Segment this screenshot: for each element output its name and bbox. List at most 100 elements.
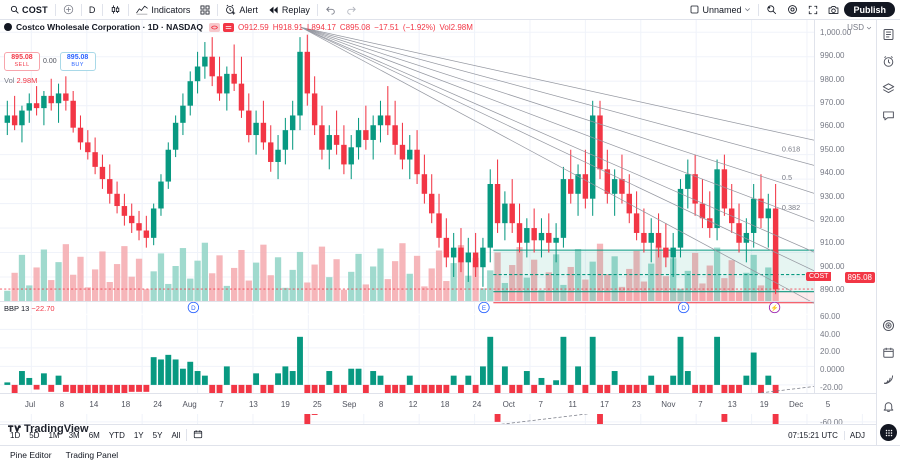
replay-button[interactable]: Replay bbox=[263, 2, 315, 18]
top-toolbar: COST D In bbox=[0, 0, 900, 20]
sell-button[interactable]: 895.08 SELL bbox=[4, 52, 40, 71]
range-button-1d[interactable]: 1D bbox=[10, 430, 21, 440]
svg-text:D: D bbox=[681, 305, 686, 312]
interval-selector[interactable]: D bbox=[88, 4, 96, 15]
publish-button[interactable]: Publish bbox=[844, 2, 895, 17]
range-button-6m[interactable]: 6M bbox=[88, 430, 100, 440]
camera-icon bbox=[828, 5, 839, 15]
alert-button[interactable]: Alert bbox=[220, 2, 263, 18]
time-axis-label: 19 bbox=[280, 400, 290, 409]
divider bbox=[128, 3, 130, 16]
time-axis-label: 17 bbox=[600, 400, 609, 409]
time-axis-label: 14 bbox=[89, 400, 99, 409]
price-axis-label: 900.00 bbox=[820, 261, 845, 271]
price-axis-label: 930.00 bbox=[820, 191, 845, 201]
calendar-range-icon bbox=[193, 429, 203, 439]
buy-price: 895.08 bbox=[66, 54, 89, 61]
settings-lines-icon[interactable] bbox=[223, 22, 235, 32]
redo-button[interactable] bbox=[341, 2, 362, 18]
grid-menu-icon[interactable] bbox=[880, 424, 897, 441]
price-axis-label: 960.00 bbox=[820, 121, 845, 131]
price-axis-label: 1,000.00 bbox=[820, 27, 852, 37]
chat-icon[interactable] bbox=[880, 106, 898, 124]
trading-panel-tab[interactable]: Trading Panel bbox=[65, 449, 119, 460]
layout-name: Unnamed bbox=[702, 4, 742, 15]
time-axis-label: 23 bbox=[632, 400, 641, 409]
alerts-clock-icon[interactable] bbox=[880, 52, 898, 70]
indicators-button[interactable]: Indicators bbox=[131, 2, 195, 18]
right-sidebar bbox=[876, 20, 900, 445]
buy-label: BUY bbox=[71, 61, 84, 68]
range-button-all[interactable]: All bbox=[171, 430, 181, 440]
pine-editor-tab[interactable]: Pine Editor bbox=[10, 449, 52, 460]
calendar-icon[interactable] bbox=[880, 343, 898, 361]
ohlc-change-pct: (−1.92%) bbox=[402, 22, 436, 32]
divider bbox=[758, 3, 760, 16]
time-axis-label: 18 bbox=[440, 400, 450, 409]
legend-controls[interactable] bbox=[209, 22, 235, 32]
time-axis-label: 13 bbox=[727, 400, 737, 409]
time-axis-label: 19 bbox=[759, 400, 769, 409]
layout-selector[interactable]: Unnamed bbox=[685, 2, 756, 18]
time-axis[interactable]: Jul 8 14 18 24 Aug 7 13 19 25 Sep 8 12 18 24 Oct 7 11 17 23… bbox=[0, 393, 876, 414]
current-price-tag: 895.08 bbox=[844, 272, 875, 284]
watchlist-icon[interactable] bbox=[880, 25, 898, 43]
range-button-5d[interactable]: 5D bbox=[29, 430, 40, 440]
tradingview-logo-text: TradingView bbox=[24, 423, 89, 435]
ideas-target-icon[interactable] bbox=[880, 316, 898, 334]
currency-selector[interactable]: USD bbox=[847, 23, 872, 32]
replay-icon bbox=[268, 5, 279, 15]
range-button-1m[interactable]: 1M bbox=[48, 430, 60, 440]
time-axis-label: 25 bbox=[312, 400, 322, 409]
svg-text:E: E bbox=[482, 305, 486, 312]
rss-icon[interactable] bbox=[880, 370, 898, 388]
replay-label: Replay bbox=[281, 4, 310, 15]
price-axis-label: 970.00 bbox=[820, 97, 845, 107]
chart-canvas[interactable]: 0.618 0.5 0.382 D E D ⚡ bbox=[0, 20, 876, 445]
time-axis-label: Dec bbox=[788, 400, 804, 409]
undo-button[interactable] bbox=[320, 2, 341, 18]
time-axis-label: 7 bbox=[698, 400, 703, 409]
range-button-3m[interactable]: 3M bbox=[68, 430, 80, 440]
settings-button[interactable] bbox=[782, 2, 803, 18]
volume-study-label: Vol bbox=[4, 76, 15, 85]
price-axis[interactable]: USD 1,000.00 990.00 980.00 970.00 960.00 950.… bbox=[814, 20, 876, 427]
svg-text:0.618: 0.618 bbox=[782, 145, 800, 154]
volume-study-legend[interactable]: Vol 2.98M bbox=[4, 76, 37, 85]
eye-icon[interactable] bbox=[209, 22, 221, 32]
range-button-5y[interactable]: 5Y bbox=[152, 430, 163, 440]
bbp-study-legend[interactable]: BBP 13 −22.70 bbox=[4, 304, 55, 313]
fullscreen-button[interactable] bbox=[803, 2, 823, 18]
costco-logo-icon bbox=[4, 23, 12, 31]
indicators-label: Indicators bbox=[151, 4, 191, 15]
time-axis-label: 24 bbox=[472, 400, 482, 409]
time-axis-label: 7 bbox=[219, 400, 224, 409]
gear-icon bbox=[787, 4, 798, 15]
volume-study-value: 2.98M bbox=[16, 76, 38, 85]
divider bbox=[316, 3, 318, 16]
svg-text:0.382: 0.382 bbox=[782, 203, 800, 212]
date-range-button[interactable] bbox=[189, 428, 207, 442]
dom-buy-sell-widget[interactable]: 895.08 SELL 0.00 895.08 BUY bbox=[4, 52, 96, 71]
adjustment-toggle[interactable]: ADJ bbox=[843, 430, 870, 440]
time-axis-label: 5 bbox=[825, 400, 831, 409]
quick-search-button[interactable] bbox=[761, 2, 782, 18]
range-button-1y[interactable]: 1Y bbox=[133, 430, 144, 440]
chart-style-button[interactable] bbox=[105, 2, 126, 18]
templates-button[interactable] bbox=[195, 2, 215, 18]
sub-axis-label: 0.0000 bbox=[820, 365, 845, 375]
session-clock[interactable]: 07:15:21 UTC bbox=[788, 430, 838, 440]
time-axis-label: Aug bbox=[182, 400, 197, 409]
chart-container[interactable]: 0.618 0.5 0.382 D E D ⚡ Costco Wholesale Corpo… bbox=[0, 20, 876, 445]
range-button-ytd[interactable]: YTD bbox=[108, 430, 125, 440]
bell-icon[interactable] bbox=[880, 397, 898, 415]
layers-icon[interactable] bbox=[880, 79, 898, 97]
tradingview-logo: TradingView bbox=[8, 423, 89, 435]
sell-price: 895.08 bbox=[11, 54, 33, 61]
snapshot-button[interactable] bbox=[823, 2, 844, 18]
symbol-search[interactable]: COST bbox=[5, 2, 53, 18]
buy-button[interactable]: 895.08 BUY bbox=[59, 52, 96, 71]
ohlc-high: H918.91 bbox=[272, 22, 303, 32]
add-symbol-button[interactable] bbox=[58, 2, 79, 18]
